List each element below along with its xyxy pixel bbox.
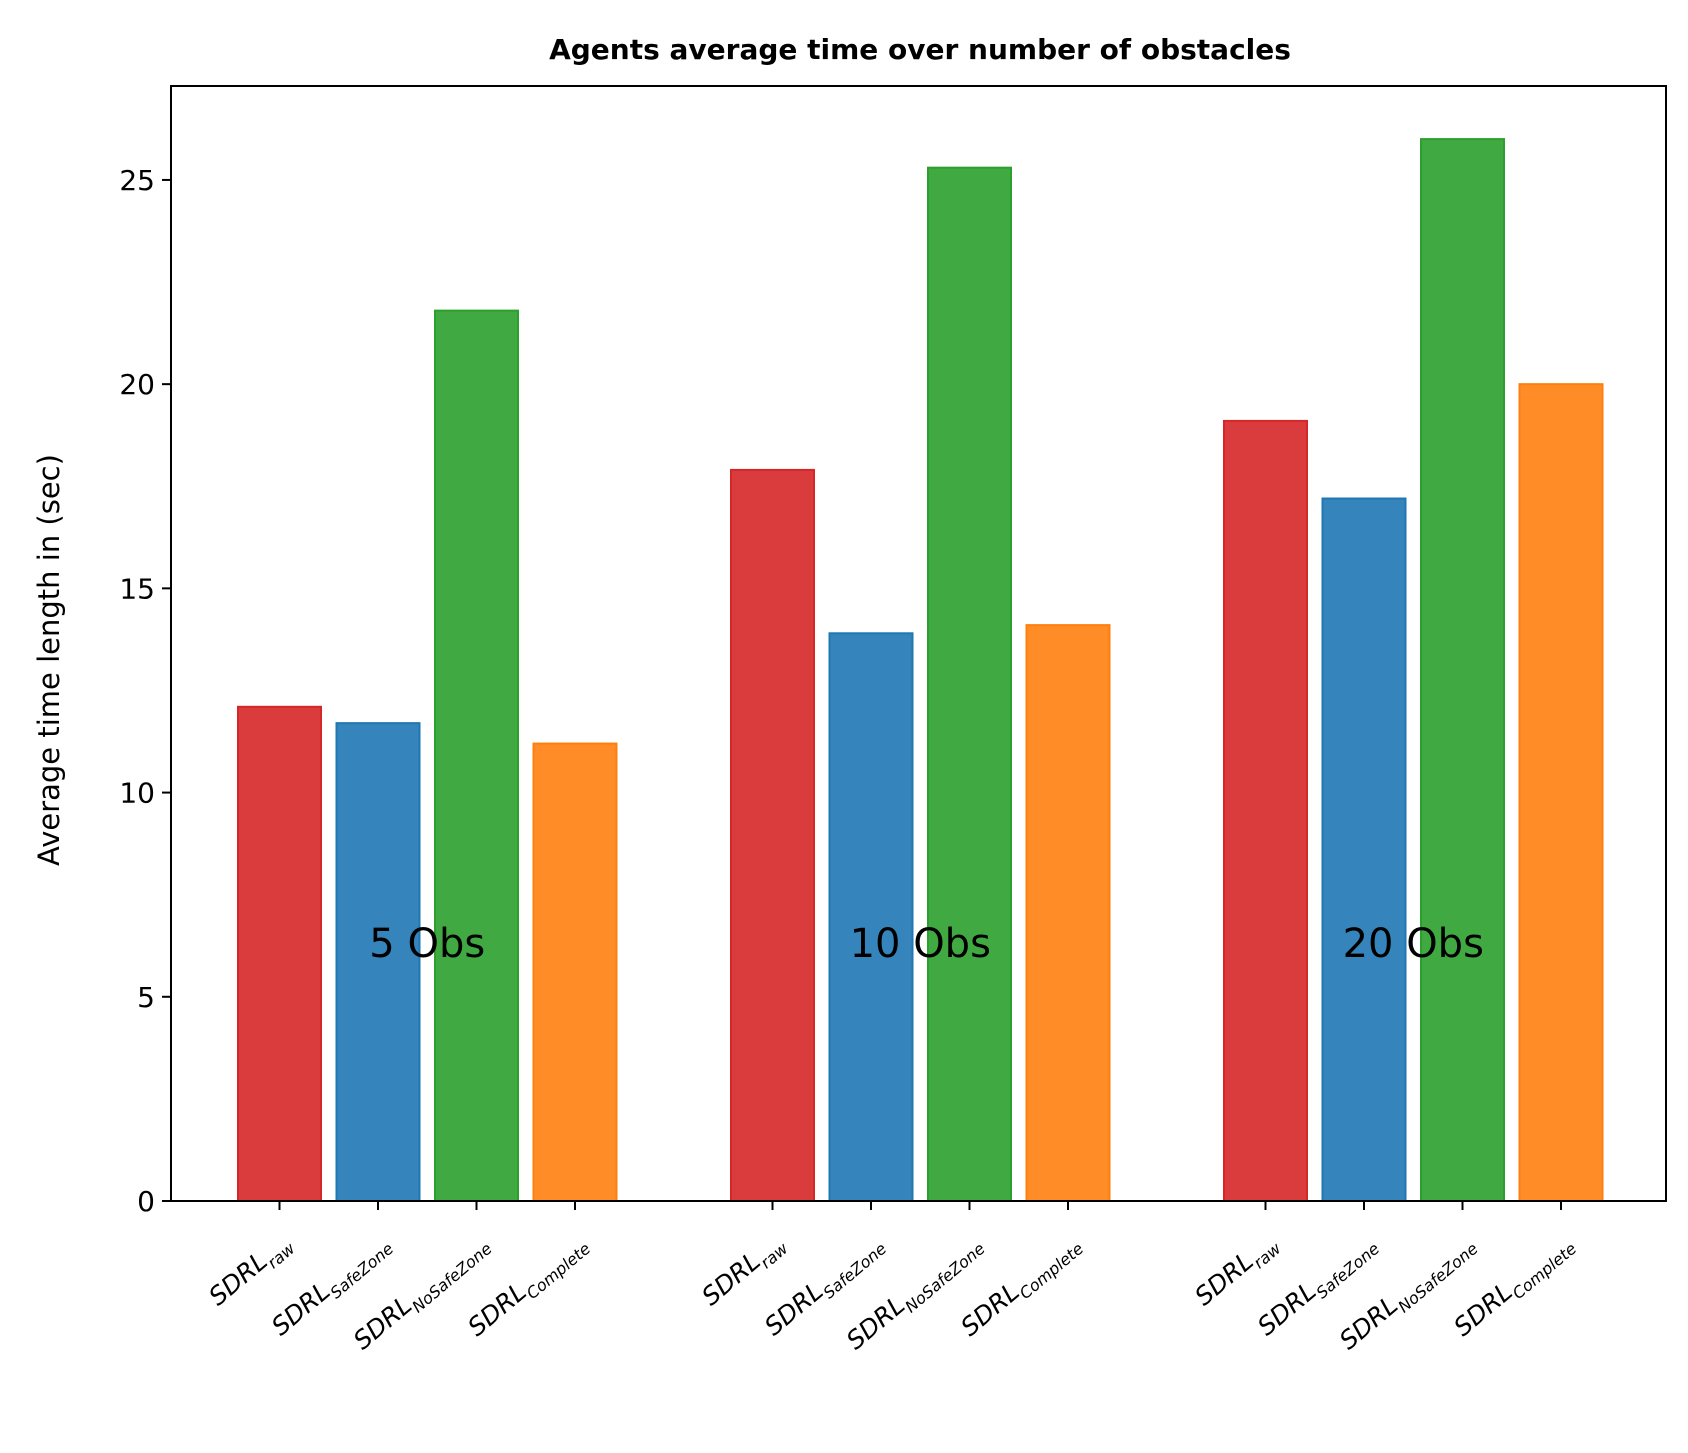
annotations-layer: 5 Obs 10 Obs 20 Obs [369,921,1484,967]
group-annotation: 20 Obs [1343,921,1484,967]
group-annotation: 10 Obs [850,921,991,967]
bar-complete-group-2 [1025,624,1111,1202]
y-axis: 0 5 10 15 20 25 [119,164,171,1218]
plot-frame [170,85,1667,1202]
bar-nosafezone-group-2 [927,166,1012,1203]
bar-nosafezone-group-3 [1420,138,1505,1203]
y-tick-label: 0 [137,1185,155,1218]
bar-safezone-group-3 [1321,497,1407,1202]
y-tick-label: 15 [119,572,155,605]
y-tick-label: 25 [119,164,155,197]
group-annotation: 5 Obs [369,921,485,967]
bar-complete-group-1 [532,742,618,1202]
bar-complete-group-3 [1518,383,1604,1202]
y-tick-label: 20 [119,368,155,401]
bar-raw-group-2 [730,468,815,1202]
bar-nosafezone-group-1 [434,309,519,1202]
y-axis-label: Average time length in (sec) [32,454,66,866]
bars-layer [237,138,1604,1203]
y-tick-label: 5 [137,981,155,1014]
bar-safezone-group-1 [335,722,421,1203]
bar-safezone-group-2 [828,632,914,1202]
y-tick-label: 10 [119,777,155,810]
bar-raw-group-3 [1223,419,1308,1202]
chart-title: Agents average time over number of obsta… [549,33,1291,66]
bar-raw-group-1 [237,705,322,1202]
